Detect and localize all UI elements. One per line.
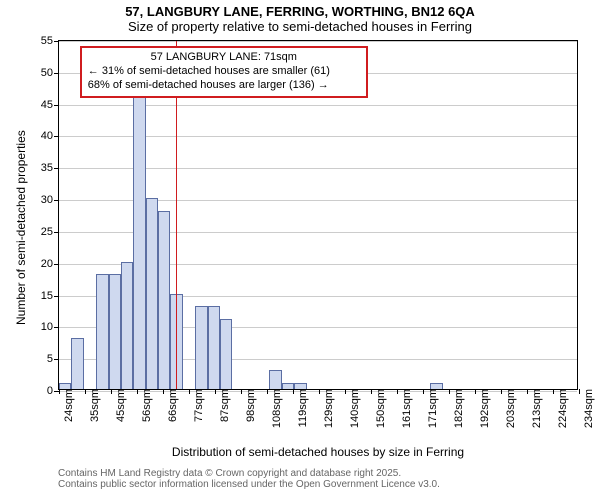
x-tick-mark bbox=[85, 389, 86, 394]
x-tick-label: 150sqm bbox=[371, 389, 387, 428]
x-tick-mark bbox=[189, 389, 190, 394]
x-tick-label: 224sqm bbox=[553, 389, 569, 428]
annotation-box: 57 LANGBURY LANE: 71sqm← 31% of semi-det… bbox=[80, 46, 368, 97]
chart-titles: 57, LANGBURY LANE, FERRING, WORTHING, BN… bbox=[0, 0, 600, 34]
x-tick-label: 98sqm bbox=[241, 389, 257, 422]
y-tick-mark bbox=[54, 232, 59, 233]
x-tick-mark bbox=[267, 389, 268, 394]
x-tick-mark bbox=[397, 389, 398, 394]
attribution-footer: Contains HM Land Registry data © Crown c… bbox=[0, 468, 600, 490]
annotation-line: ← 31% of semi-detached houses are smalle… bbox=[88, 65, 360, 79]
x-tick-label: 45sqm bbox=[111, 389, 127, 422]
x-tick-mark bbox=[111, 389, 112, 394]
y-tick-mark bbox=[54, 327, 59, 328]
x-tick-mark bbox=[59, 389, 60, 394]
x-tick-label: 234sqm bbox=[579, 389, 595, 428]
x-tick-label: 108sqm bbox=[267, 389, 283, 428]
histogram-chart: 051015202530354045505524sqm35sqm45sqm56s… bbox=[58, 40, 578, 390]
y-tick-mark bbox=[54, 105, 59, 106]
x-tick-mark bbox=[501, 389, 502, 394]
title-address: 57, LANGBURY LANE, FERRING, WORTHING, BN… bbox=[0, 4, 600, 19]
x-tick-mark bbox=[163, 389, 164, 394]
x-tick-label: 161sqm bbox=[397, 389, 413, 428]
x-tick-mark bbox=[345, 389, 346, 394]
histogram-bar bbox=[146, 198, 158, 389]
gridline bbox=[59, 41, 577, 42]
histogram-bar bbox=[195, 306, 207, 389]
histogram-bar bbox=[109, 274, 121, 389]
x-tick-label: 87sqm bbox=[215, 389, 231, 422]
x-tick-mark bbox=[423, 389, 424, 394]
histogram-bar bbox=[133, 96, 145, 389]
y-axis-label: Number of semi-detached properties bbox=[14, 130, 28, 325]
y-tick-mark bbox=[54, 136, 59, 137]
y-tick-mark bbox=[54, 168, 59, 169]
x-tick-mark bbox=[475, 389, 476, 394]
x-tick-mark bbox=[137, 389, 138, 394]
x-tick-label: 66sqm bbox=[163, 389, 179, 422]
x-tick-label: 129sqm bbox=[319, 389, 335, 428]
x-tick-label: 119sqm bbox=[293, 389, 309, 427]
y-tick-mark bbox=[54, 200, 59, 201]
histogram-bar bbox=[158, 211, 170, 389]
y-tick-mark bbox=[54, 264, 59, 265]
y-tick-mark bbox=[54, 359, 59, 360]
x-tick-mark bbox=[579, 389, 580, 394]
histogram-bar bbox=[269, 370, 281, 389]
x-tick-label: 203sqm bbox=[501, 389, 517, 428]
histogram-bar bbox=[71, 338, 83, 389]
histogram-bar bbox=[96, 274, 108, 389]
x-tick-mark bbox=[215, 389, 216, 394]
histogram-bar bbox=[121, 262, 133, 389]
x-tick-label: 182sqm bbox=[449, 389, 465, 428]
x-tick-label: 77sqm bbox=[189, 389, 205, 422]
x-axis-label: Distribution of semi-detached houses by … bbox=[58, 445, 578, 459]
footer-line-1: Contains HM Land Registry data © Crown c… bbox=[58, 468, 600, 479]
x-tick-label: 171sqm bbox=[423, 389, 439, 428]
x-tick-label: 192sqm bbox=[475, 389, 491, 428]
y-tick-mark bbox=[54, 41, 59, 42]
y-tick-mark bbox=[54, 296, 59, 297]
x-tick-mark bbox=[241, 389, 242, 394]
x-tick-mark bbox=[319, 389, 320, 394]
x-tick-label: 140sqm bbox=[345, 389, 361, 428]
x-tick-mark bbox=[553, 389, 554, 394]
x-tick-mark bbox=[449, 389, 450, 394]
annotation-line: 57 LANGBURY LANE: 71sqm bbox=[88, 51, 360, 65]
x-tick-label: 213sqm bbox=[527, 389, 543, 428]
footer-line-2: Contains public sector information licen… bbox=[58, 479, 600, 490]
x-tick-label: 56sqm bbox=[137, 389, 153, 422]
x-tick-label: 35sqm bbox=[85, 389, 101, 422]
x-tick-mark bbox=[293, 389, 294, 394]
title-subtitle: Size of property relative to semi-detach… bbox=[0, 19, 600, 34]
plot-area: 051015202530354045505524sqm35sqm45sqm56s… bbox=[58, 40, 578, 390]
annotation-line: 68% of semi-detached houses are larger (… bbox=[88, 79, 360, 93]
x-tick-label: 24sqm bbox=[59, 389, 75, 422]
y-tick-mark bbox=[54, 73, 59, 74]
x-tick-mark bbox=[527, 389, 528, 394]
histogram-bar bbox=[220, 319, 232, 389]
x-tick-mark bbox=[371, 389, 372, 394]
histogram-bar bbox=[208, 306, 220, 389]
